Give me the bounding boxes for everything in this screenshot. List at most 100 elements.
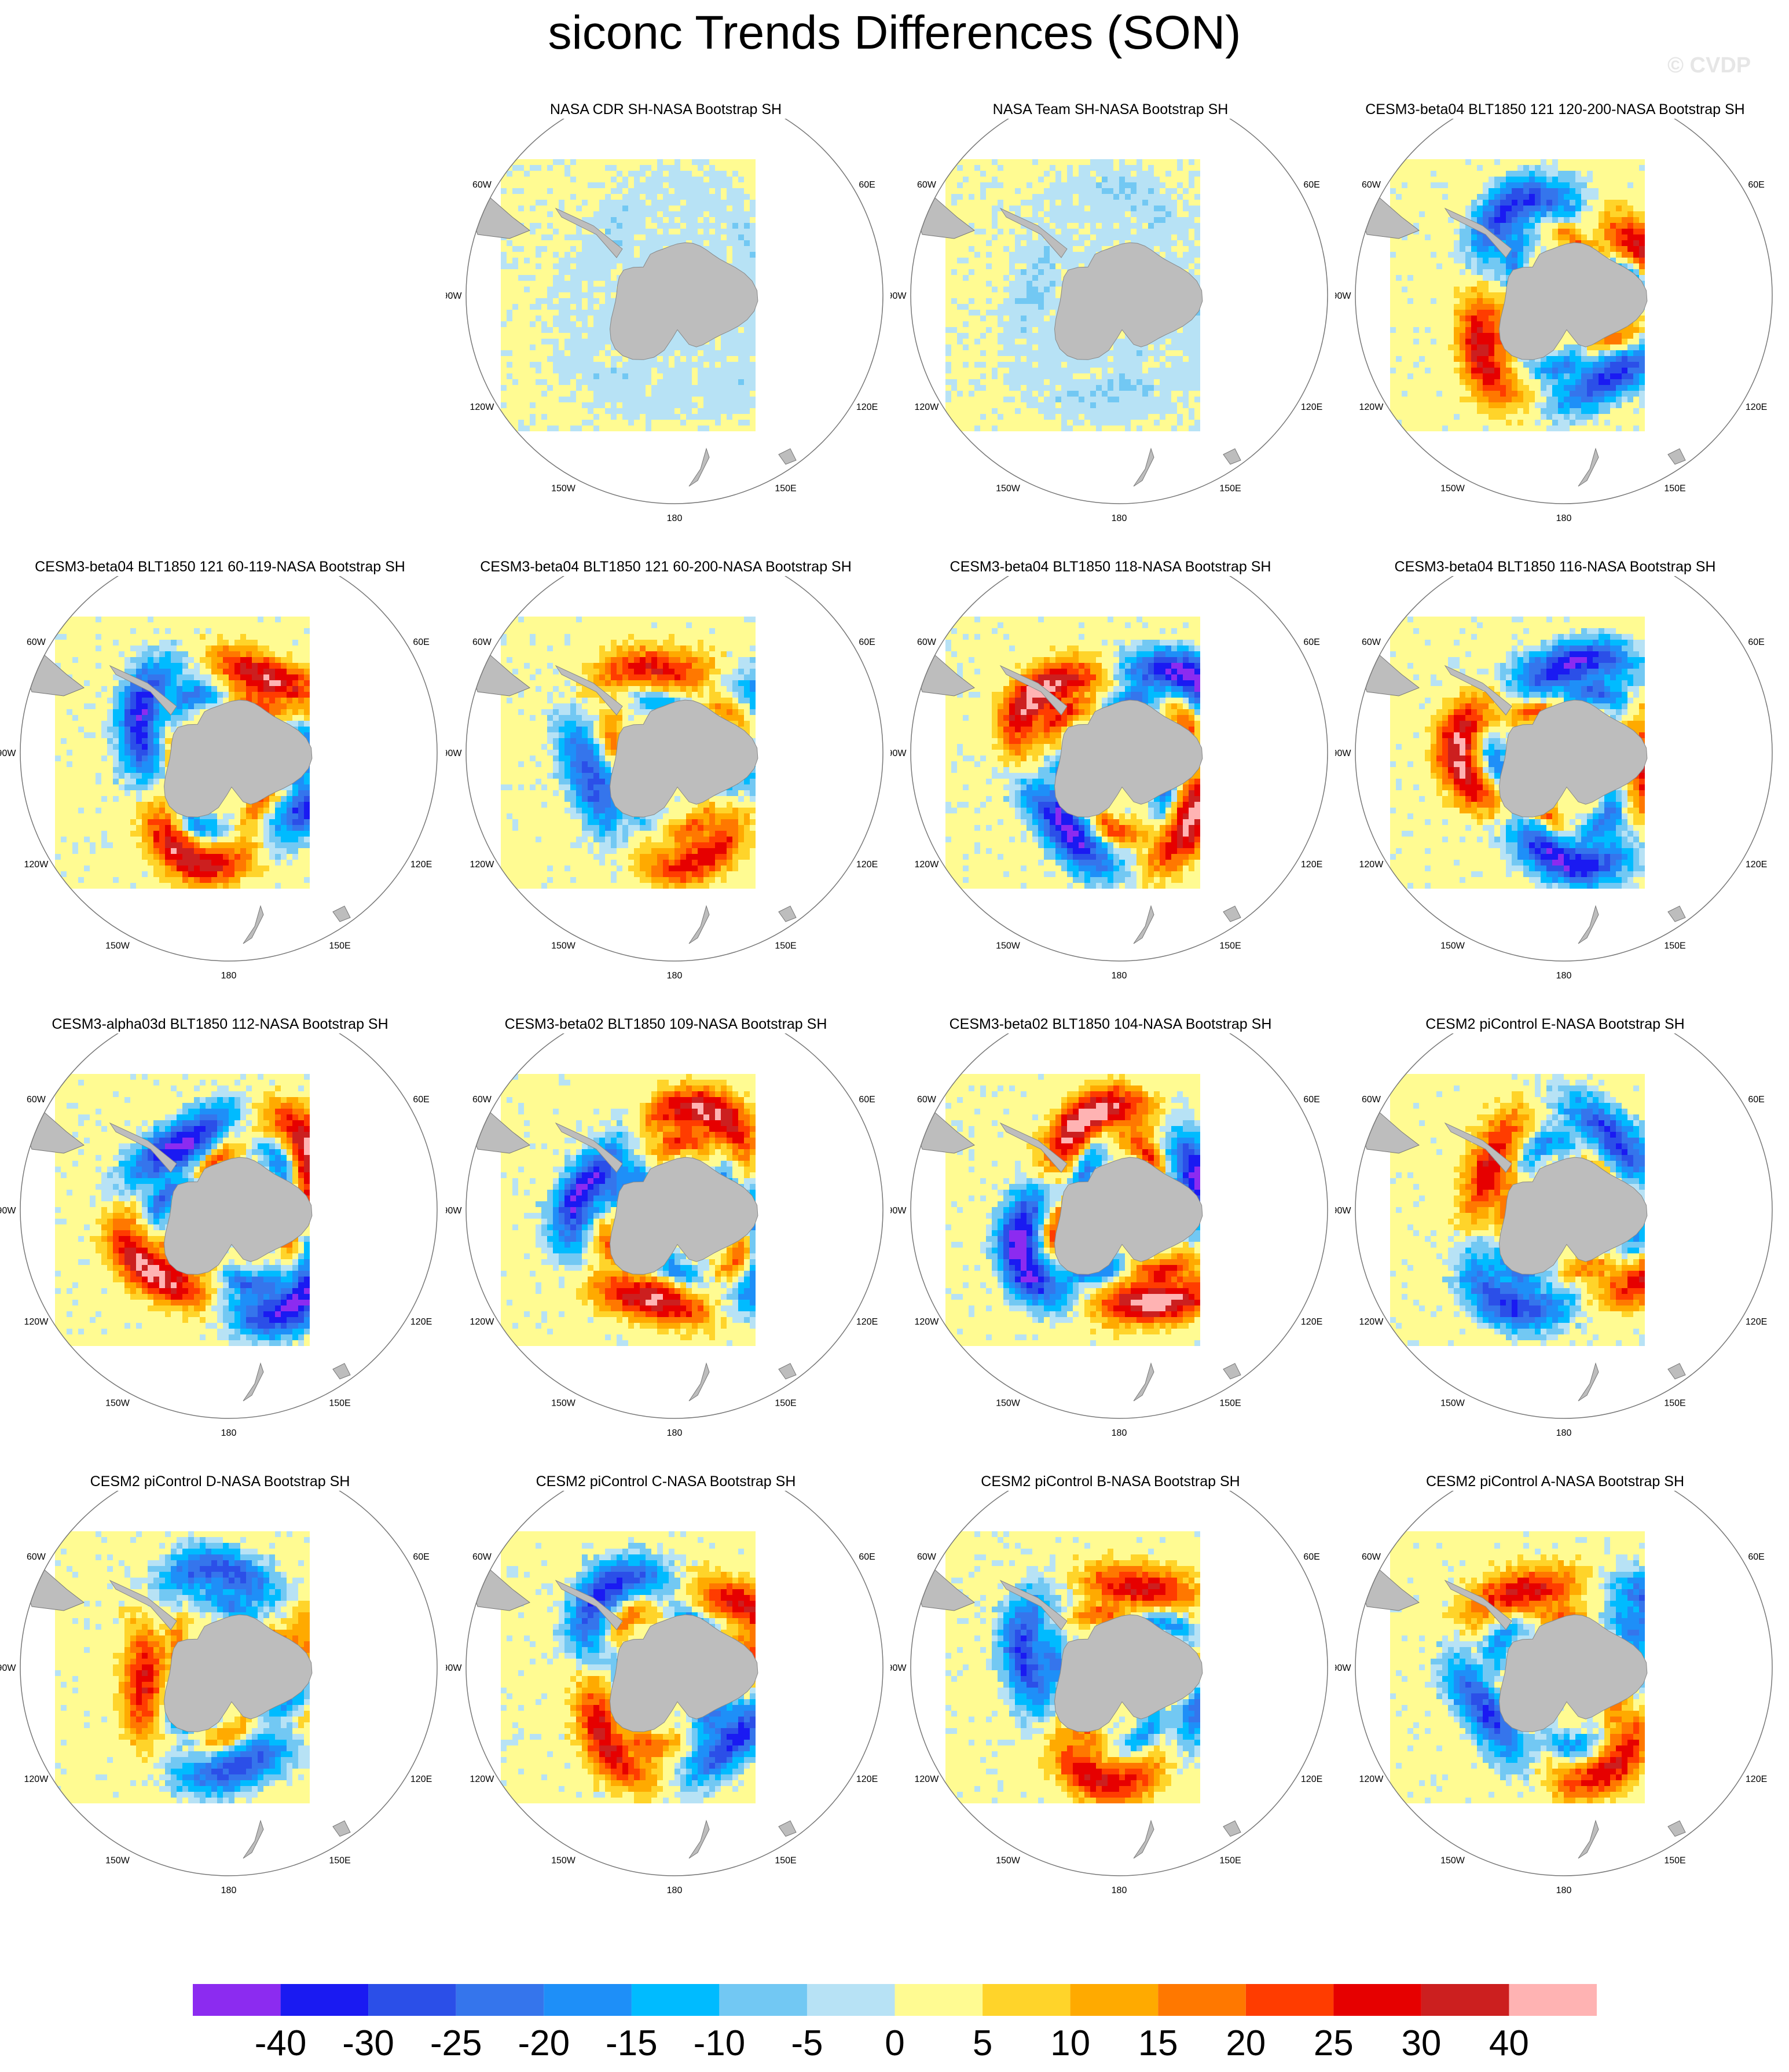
- field-cell: [246, 680, 252, 686]
- field-cell: [240, 854, 246, 860]
- field-cell: [287, 842, 292, 848]
- field-cell: [732, 646, 738, 651]
- field-cell: [1535, 188, 1541, 194]
- field-cell: [287, 877, 292, 883]
- field-cell: [669, 182, 674, 188]
- field-cell: [275, 657, 281, 663]
- field-cell: [1500, 408, 1506, 414]
- field-cell: [1102, 229, 1108, 234]
- field-cell: [1125, 171, 1131, 177]
- field-cell: [709, 200, 715, 206]
- field-cell: [657, 368, 663, 373]
- field-cell: [1142, 414, 1148, 420]
- field-cell: [1108, 229, 1113, 234]
- field-cell: [1067, 397, 1073, 402]
- field-cell: [1171, 223, 1177, 229]
- field-cell: [136, 709, 142, 715]
- field-cell: [211, 854, 217, 860]
- field-cell: [1517, 200, 1523, 206]
- field-cell: [1108, 420, 1113, 426]
- field-cell: [148, 744, 153, 750]
- field-cell: [1506, 414, 1512, 420]
- field-cell: [90, 842, 96, 848]
- field-cell: [1154, 200, 1160, 206]
- field-cell: [1021, 304, 1027, 310]
- field-cell: [628, 646, 634, 651]
- field-cell: [1102, 211, 1108, 217]
- field-cell: [142, 750, 148, 756]
- field-cell: [1616, 344, 1622, 350]
- field-cell: [1090, 188, 1096, 194]
- field-cell: [727, 414, 732, 420]
- field-cell: [1027, 269, 1032, 275]
- field-cell: [217, 669, 223, 674]
- field-cell: [1494, 408, 1500, 414]
- field-cell: [686, 211, 692, 217]
- field-cell: [182, 877, 188, 883]
- field-cell: [1517, 211, 1523, 217]
- field-cell: [1529, 240, 1535, 246]
- field-cell: [570, 321, 576, 327]
- field-cell: [136, 703, 142, 709]
- field-cell: [153, 657, 159, 663]
- field-cell: [229, 837, 234, 842]
- field-cell: [1131, 188, 1137, 194]
- field-cell: [165, 877, 171, 883]
- field-cell: [738, 177, 744, 182]
- field-cell: [287, 796, 292, 802]
- field-cell: [1021, 327, 1027, 333]
- field-cell: [715, 211, 721, 217]
- field-cell: [1137, 206, 1142, 211]
- field-cell: [275, 669, 281, 674]
- field-cell: [1419, 356, 1425, 362]
- field-cell: [177, 866, 182, 871]
- field-cell: [709, 408, 715, 414]
- field-cell: [148, 738, 153, 744]
- field-cell: [142, 819, 148, 825]
- field-cell: [1627, 223, 1633, 229]
- field-cell: [1633, 246, 1639, 252]
- field-cell: [171, 877, 177, 883]
- field-cell: [588, 217, 593, 223]
- field-cell: [1454, 344, 1460, 350]
- field-cell: [1102, 159, 1108, 165]
- field-cell: [564, 310, 570, 316]
- field-cell: [153, 860, 159, 866]
- field-cell: [617, 223, 622, 229]
- field-cell: [1073, 368, 1079, 373]
- field-cell: [1096, 194, 1102, 200]
- field-cell: [1610, 402, 1616, 408]
- field-cell: [234, 837, 240, 842]
- field-cell: [119, 703, 124, 709]
- field-cell: [686, 223, 692, 229]
- field-cell: [588, 281, 593, 287]
- field-cell: [1616, 229, 1622, 234]
- field-cell: [298, 831, 304, 837]
- field-cell: [246, 831, 252, 837]
- field-cell: [1154, 344, 1160, 350]
- field-cell: [1512, 229, 1517, 234]
- field-cell: [1465, 310, 1471, 316]
- field-cell: [159, 651, 165, 657]
- field-cell: [1131, 362, 1137, 368]
- field-cell: [130, 877, 136, 883]
- field-cell: [1622, 229, 1627, 234]
- field-cell: [159, 715, 165, 721]
- field-cell: [663, 373, 669, 379]
- field-cell: [744, 229, 750, 234]
- field-cell: [1616, 356, 1622, 362]
- field-cell: [223, 646, 229, 651]
- field-cell: [101, 831, 107, 837]
- field-cell: [1131, 206, 1137, 211]
- field-cell: [547, 304, 553, 310]
- field-cell: [727, 344, 732, 350]
- field-cell: [1165, 344, 1171, 350]
- field-cell: [177, 651, 182, 657]
- field-cell: [1113, 171, 1119, 177]
- field-cell: [646, 646, 651, 651]
- field-cell: [113, 709, 119, 715]
- field-cell: [1570, 171, 1575, 177]
- field-cell: [171, 669, 177, 674]
- field-cell: [1131, 177, 1137, 182]
- field-cell: [651, 234, 657, 240]
